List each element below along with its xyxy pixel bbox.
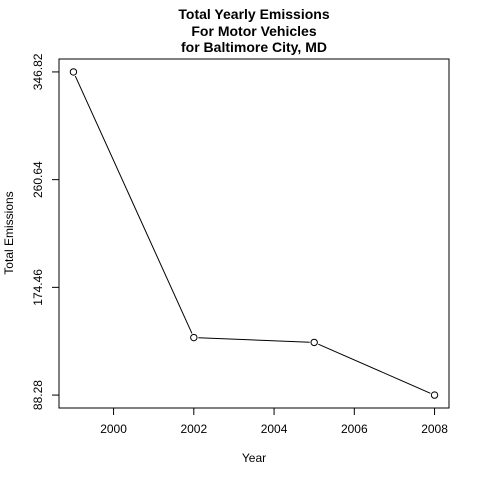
line-segment [198, 337, 310, 343]
line-segment [318, 343, 431, 394]
x-tick-label: 2002 [180, 422, 207, 436]
data-point [69, 68, 78, 76]
x-tick-label: 2008 [421, 422, 448, 436]
x-axis-label: Year [242, 451, 266, 465]
plot-frame [58, 58, 450, 409]
y-tick-label: 88.28 [31, 380, 45, 410]
chart-title-line-1: Total Yearly Emissions [178, 6, 329, 22]
y-tick-label: 346.82 [31, 53, 45, 90]
data-point [310, 338, 318, 347]
data-point [430, 391, 439, 399]
x-axis: 2000 2002 2004 2006 2008 [100, 408, 448, 436]
y-tick-label: 174.46 [31, 269, 45, 306]
y-tick-label: 260.64 [31, 161, 45, 198]
x-tick-label: 2004 [261, 422, 288, 436]
chart-title-line-2: For Motor Vehicles [191, 23, 316, 39]
data-point [190, 333, 198, 342]
series-line [69, 68, 439, 399]
y-axis-label: Total Emissions [2, 191, 16, 274]
x-tick-label: 2000 [100, 422, 127, 436]
line-segment [74, 75, 193, 334]
y-axis: 88.28 174.46 260.64 346.82 [31, 53, 59, 410]
x-tick-label: 2006 [341, 422, 368, 436]
chart-title-line-3: for Baltimore City, MD [181, 39, 327, 55]
